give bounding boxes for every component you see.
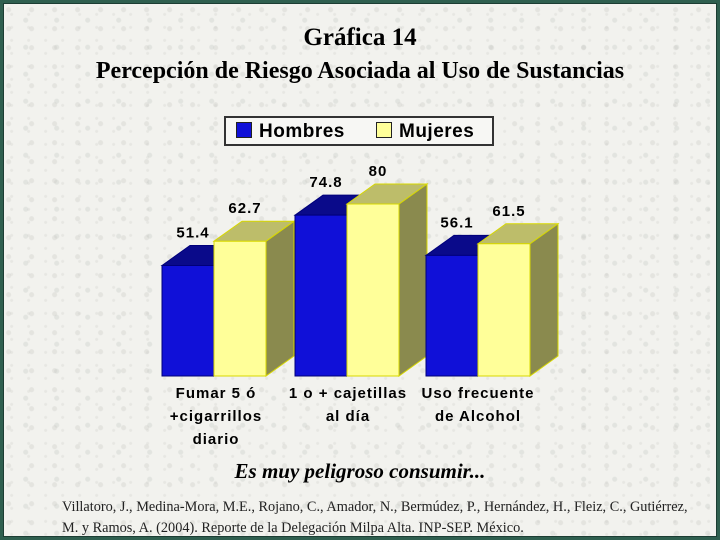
bar-fumar-mujeres <box>213 240 267 377</box>
value-label-fumar-mujeres: 62.7 <box>228 200 261 217</box>
value-label-fumar-hombres: 51.4 <box>176 224 209 241</box>
legend-item-mujeres: Mujeres <box>376 121 474 143</box>
chart-subtitle: Percepción de Riesgo Asociada al Uso de … <box>95 58 625 84</box>
legend-item-hombres: Hombres <box>236 121 345 143</box>
category-label-fumar: Fumar 5 ó +cigarrillos diario <box>169 385 263 448</box>
bar-alcohol-mujeres-side <box>529 222 559 377</box>
bar-chart: 51.4 62.7 74.8 80 56.1 61.5 <box>160 163 560 377</box>
chart-title: Gráfica 14 <box>303 24 417 51</box>
source-citation: Villatoro, J., Medina-Mora, M.E., Rojano… <box>62 499 688 536</box>
category-label-cajetillas: 1 o + cajetillas al día <box>288 385 408 425</box>
category-label-alcohol: Uso frecuente de Alcohol <box>421 385 535 425</box>
legend-swatch-hombres <box>236 122 252 138</box>
bar-alcohol-mujeres <box>477 243 531 377</box>
bar-alcohol-hombres <box>425 254 479 377</box>
bar-cajetillas-hombres <box>294 214 348 377</box>
value-label-cajetillas-hombres: 74.8 <box>309 174 342 191</box>
bar-fumar-hombres <box>161 264 215 377</box>
bar-cajetillas-mujeres-side <box>398 183 428 377</box>
bar-cajetillas-mujeres <box>346 203 400 377</box>
chart-caption: Es muy peligroso consumir... <box>234 459 486 483</box>
legend-label-mujeres: Mujeres <box>399 121 475 142</box>
value-label-cajetillas-mujeres: 80 <box>369 163 388 180</box>
bar-fumar-mujeres-side <box>265 220 295 377</box>
legend-swatch-mujeres <box>376 122 392 138</box>
value-label-alcohol-mujeres: 61.5 <box>492 203 525 220</box>
legend-label-hombres: Hombres <box>259 121 345 142</box>
legend: Hombres Mujeres <box>224 116 494 146</box>
value-label-alcohol-hombres: 56.1 <box>440 214 473 231</box>
chart-frame: Gráfica 14 Percepción de Riesgo Asociada… <box>3 3 717 537</box>
